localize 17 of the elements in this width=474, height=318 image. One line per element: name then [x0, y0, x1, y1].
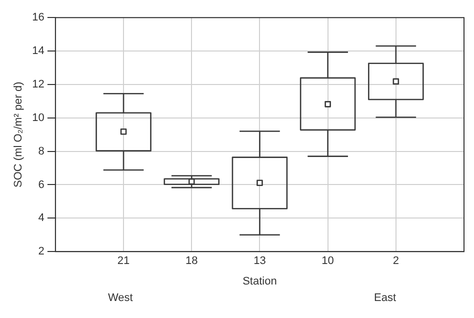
- y-axis-title: SOC (ml O₂/m² per d): [12, 82, 25, 188]
- x-axis-title: Station: [242, 275, 277, 288]
- x-tick-label: 10: [322, 255, 334, 268]
- y-tick-label: 8: [38, 145, 44, 158]
- text: West: [108, 292, 133, 304]
- x-tick-label: 18: [186, 255, 198, 268]
- y-tick-label: 2: [38, 246, 44, 258]
- y-tick-label: 14: [32, 45, 44, 58]
- x-tick-label: 13: [254, 255, 266, 268]
- y-tick-label: 16: [32, 12, 44, 24]
- x-tick-label: 21: [117, 255, 130, 268]
- text: East: [374, 292, 396, 304]
- y-tick-label: 10: [32, 112, 44, 124]
- y-tick-label: 4: [38, 212, 44, 224]
- x-tick-label: 2: [392, 255, 399, 268]
- y-tick-label: 6: [38, 178, 44, 191]
- y-tick-label: 12: [32, 78, 44, 90]
